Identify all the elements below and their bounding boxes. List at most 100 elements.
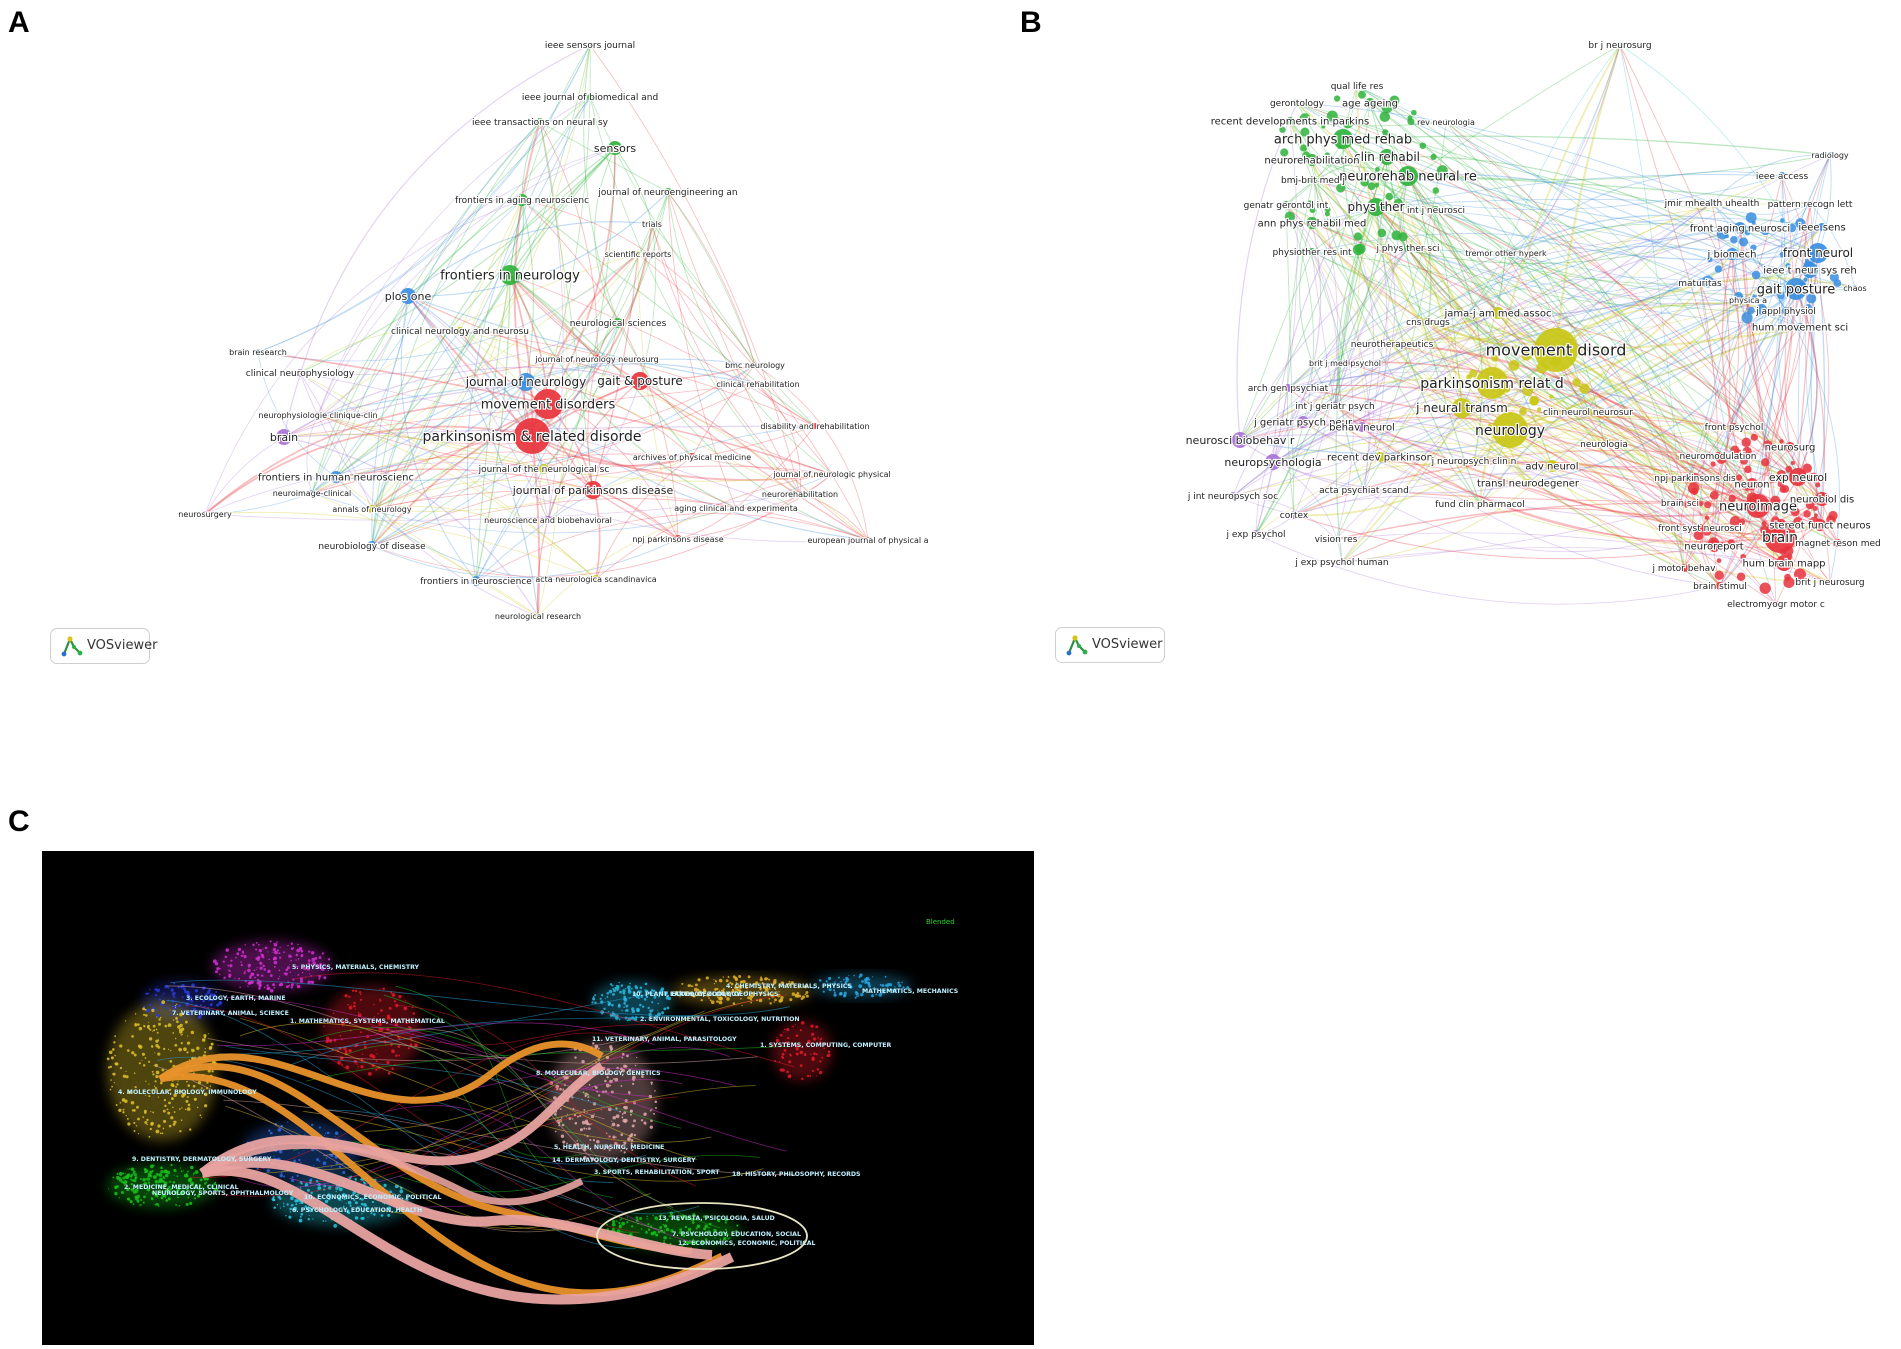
cluster-point [173, 1174, 175, 1176]
a-node [688, 453, 696, 461]
cluster-point [128, 1091, 132, 1095]
cluster-point [790, 981, 795, 985]
citation-link [157, 1056, 700, 1215]
cluster-point [154, 1203, 157, 1206]
a-node-label: neuroscience and biobehavioral [484, 516, 612, 525]
b-node [1360, 486, 1368, 494]
b-node [1357, 422, 1367, 432]
cluster-point [607, 1003, 611, 1006]
cluster-point [125, 1114, 127, 1117]
cluster-point [795, 1052, 799, 1056]
cluster-point [388, 1006, 392, 1010]
a-edge [539, 121, 564, 521]
a-node-label: clinical neurophysiology [246, 369, 355, 379]
cluster-point [146, 1118, 149, 1122]
cluster-point [583, 1109, 586, 1111]
b-node [1803, 277, 1808, 282]
a-edge [525, 363, 759, 385]
cluster-point [324, 1199, 329, 1204]
b-edge [1311, 222, 1721, 587]
b-edge [1796, 476, 1831, 583]
cluster-point [170, 1049, 172, 1052]
cluster-point [208, 1046, 212, 1050]
a-node-label: european journal of physical a [807, 536, 928, 545]
cluster-point [190, 1000, 194, 1003]
cluster-point [167, 986, 170, 989]
b-edge [1391, 343, 1681, 504]
discipline-label: 12. ECONOMICS, ECONOMIC, POLITICAL [678, 1240, 816, 1247]
cluster-point [184, 1108, 187, 1111]
cluster-point [815, 1053, 818, 1056]
b-edge [1379, 282, 1701, 458]
cluster-point [229, 964, 233, 968]
cluster-point [606, 1132, 608, 1134]
cluster-point [154, 1085, 156, 1087]
cluster-point [139, 1178, 142, 1180]
cluster-point [298, 1158, 301, 1162]
cluster-point [143, 1024, 145, 1026]
cluster-point [620, 984, 624, 987]
cluster-point [759, 991, 763, 995]
cluster-point [131, 1035, 134, 1038]
b-node [1324, 152, 1331, 159]
b-node-label: j appl physiol [1755, 307, 1816, 317]
a-edge [509, 274, 598, 360]
cluster-point [143, 1167, 147, 1171]
cluster-point [708, 997, 710, 999]
b-edge [1497, 312, 1791, 448]
a-edge [311, 473, 833, 534]
b-edge [1311, 251, 1336, 407]
cluster-point [360, 998, 363, 1001]
cluster-point [308, 973, 311, 975]
cluster-point [882, 990, 885, 993]
cluster-point [185, 1187, 189, 1191]
b-edge [1302, 421, 1759, 517]
cluster-point [307, 1206, 310, 1208]
a-edge [371, 274, 511, 510]
cluster-point [152, 1111, 155, 1114]
b-node [1393, 198, 1403, 208]
cluster-point [386, 1060, 390, 1065]
cluster-point [823, 1042, 826, 1046]
a-edge [589, 44, 801, 495]
b-node [1761, 458, 1770, 467]
b-edge [1435, 209, 1799, 478]
cluster-point [211, 1070, 214, 1073]
cluster-point [716, 996, 719, 999]
a-node-label: trials [642, 220, 662, 229]
cluster-point [249, 975, 252, 978]
b-edge [1255, 204, 1314, 535]
cluster-point [846, 983, 851, 987]
cluster-point [405, 1021, 409, 1025]
cluster-point [857, 995, 860, 997]
b-node [1750, 244, 1757, 251]
cluster-point [363, 1045, 367, 1049]
b-node [1508, 359, 1520, 371]
a-edge [371, 147, 616, 547]
cluster-point [199, 1184, 202, 1187]
cluster-point [751, 992, 755, 996]
cluster-point [149, 1127, 152, 1131]
cluster-point [727, 1237, 730, 1240]
cluster-point [142, 1007, 146, 1011]
cluster-point [126, 1117, 129, 1120]
b-node [1742, 446, 1752, 456]
cluster-point [179, 1167, 181, 1169]
cluster-point [791, 992, 796, 996]
cluster-point [847, 978, 850, 981]
citation-link [344, 1044, 583, 1159]
cluster-point [114, 1185, 118, 1190]
b-node [1818, 223, 1826, 231]
cluster-point [611, 1122, 616, 1127]
cluster-point [685, 991, 690, 995]
cluster-point [307, 1218, 310, 1221]
a-node [456, 327, 464, 335]
cluster-point [312, 1218, 314, 1220]
cluster-point [164, 984, 168, 989]
cluster-point [611, 992, 615, 996]
a-edge [677, 473, 833, 540]
blended-label: Blended [926, 918, 955, 926]
a-edge [371, 505, 597, 580]
b-edge [1435, 209, 1856, 289]
cluster-point [201, 1186, 204, 1188]
